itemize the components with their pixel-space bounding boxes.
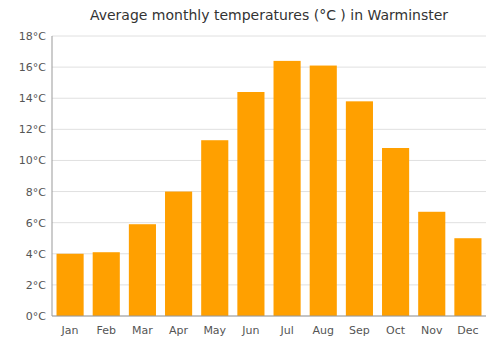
x-axis-line (52, 316, 486, 317)
x-tick-label: Sep (349, 324, 370, 337)
y-tick-label: 12°C (19, 123, 46, 136)
y-tick-label: 18°C (19, 30, 46, 43)
y-tick-label: 14°C (19, 92, 46, 105)
x-tick-label: Jul (279, 324, 293, 337)
grid-line (52, 129, 486, 130)
bar (454, 238, 481, 316)
y-tick-label: 8°C (26, 186, 46, 199)
x-tick-label: Feb (97, 324, 116, 337)
bars (57, 61, 482, 316)
y-axis-line (52, 36, 53, 316)
title: Average monthly temperatures (°C ) in Wa… (90, 7, 448, 23)
bar (310, 66, 337, 316)
y-tick-label: 4°C (26, 248, 46, 261)
bar (382, 148, 409, 316)
grid (52, 36, 486, 316)
grid-line (52, 316, 486, 317)
y-tick-label: 6°C (26, 217, 46, 230)
y-tick-label: 16°C (19, 61, 46, 74)
chart-svg: Average monthly temperatures (°C ) in Wa… (0, 0, 500, 350)
grid-line (52, 67, 486, 68)
x-tick-label: Jun (241, 324, 259, 337)
bar (237, 92, 264, 316)
bar (274, 61, 301, 316)
bar (165, 192, 192, 316)
x-tick-label: Jan (61, 324, 79, 337)
x-tick-label: Mar (132, 324, 153, 337)
x-tick-label: Oct (386, 324, 406, 337)
x-tick-label: May (203, 324, 226, 337)
x-tick-label: Aug (313, 324, 334, 337)
grid-line (52, 160, 486, 161)
x-tick-label: Dec (457, 324, 478, 337)
grid-line (52, 36, 486, 37)
x-axis: Jan Feb Mar Apr May Jun Jul Aug Sep Oct Nov Dec (61, 324, 479, 337)
bar (418, 212, 445, 316)
bar (93, 252, 120, 316)
chart-container: Average monthly temperatures (°C ) in Wa… (0, 0, 500, 350)
y-axis: 0°C 2°C 4°C 6°C 8°C 10°C 12°C 14°C 16°C 18°C (19, 30, 46, 323)
bar (346, 101, 373, 316)
x-tick-label: Nov (421, 324, 443, 337)
grid-line (52, 191, 486, 192)
bar (201, 140, 228, 316)
grid-line (52, 98, 486, 99)
y-tick-label: 0°C (26, 310, 46, 323)
y-tick-label: 2°C (26, 279, 46, 292)
x-tick-label: Apr (169, 324, 189, 337)
y-tick-label: 10°C (19, 154, 46, 167)
bar (57, 254, 84, 316)
bar (129, 224, 156, 316)
